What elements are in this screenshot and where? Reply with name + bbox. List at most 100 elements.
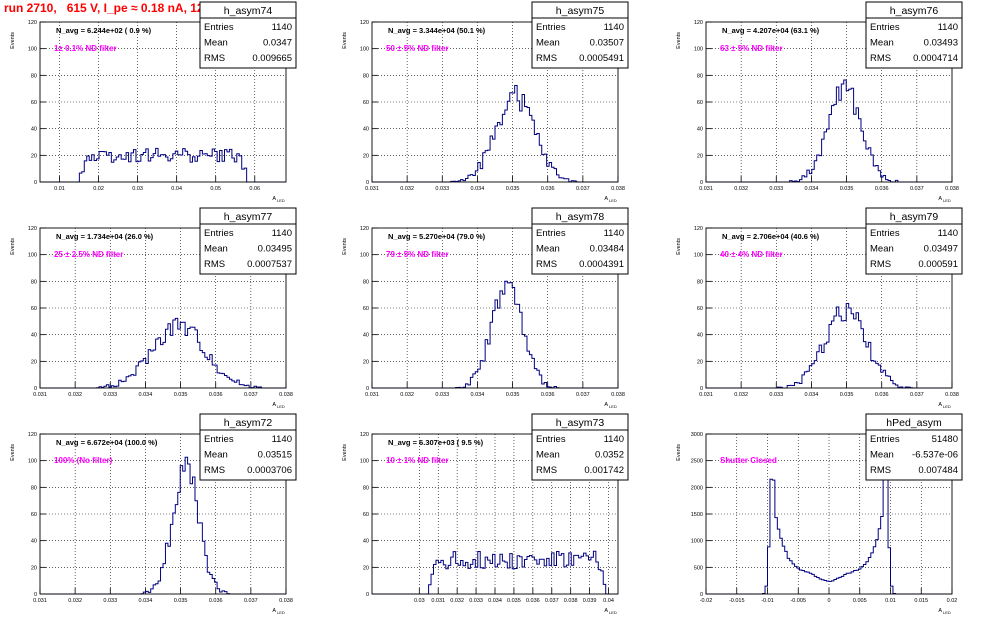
x-axis-label: A: [272, 608, 276, 614]
y-tick-label: 20: [363, 565, 369, 571]
x-tick-label: 0.035: [506, 392, 520, 398]
stat-value: 1140: [604, 228, 624, 239]
y-axis-label: Events: [342, 444, 348, 461]
histogram-panel: 0 500 1000 1500 2000 2500 3000 -0.02 -0.015 -0.01…: [676, 413, 963, 615]
x-tick-label: 0.03: [414, 598, 425, 604]
x-tick-label: 0.037: [244, 598, 258, 604]
stat-value: 0.0004714: [913, 53, 958, 64]
x-tick-label: 0.035: [507, 598, 521, 604]
stat-value: 1140: [938, 228, 958, 239]
x-tick-label: 0.036: [209, 598, 223, 604]
x-tick-label: 0.031: [431, 598, 445, 604]
x-tick-label: 0.039: [583, 598, 597, 604]
x-tick-label: 0.031: [365, 186, 379, 192]
x-tick-label: 0.031: [365, 392, 379, 398]
histogram-line: [706, 79, 952, 183]
y-tick-label: 80: [31, 73, 37, 79]
x-tick-label: -0.01: [761, 598, 774, 604]
x-tick-label: 0.032: [734, 186, 748, 192]
stat-value: 0.0352: [595, 450, 624, 461]
x-axis-label: A: [272, 196, 276, 202]
x-tick-label: 0.037: [910, 392, 924, 398]
y-tick-label: 80: [363, 485, 369, 491]
x-axis-subscript: LED: [609, 198, 617, 203]
histogram-line: [372, 84, 618, 183]
x-axis-label: A: [604, 608, 608, 614]
y-axis-label: Events: [342, 32, 348, 49]
y-tick-label: 120: [28, 432, 37, 438]
x-tick-label: 0.032: [68, 598, 82, 604]
stat-label: Mean: [536, 450, 560, 461]
y-tick-label: 0: [700, 592, 703, 598]
navg-label: N_avg = 1.734e+04 (26.0 %): [56, 232, 154, 241]
y-tick-label: 60: [31, 100, 37, 106]
histogram-name: h_asym73: [556, 417, 605, 429]
x-tick-label: 0.033: [103, 598, 117, 604]
x-tick-label: 0.038: [279, 598, 293, 604]
x-axis-label: A: [604, 402, 608, 408]
x-axis-subscript: LED: [277, 198, 285, 203]
y-tick-label: 0: [34, 386, 37, 392]
y-tick-label: 100: [360, 459, 369, 465]
y-tick-label: 60: [363, 306, 369, 312]
x-tick-label: 0.033: [469, 598, 483, 604]
x-tick-label: 0.036: [209, 392, 223, 398]
y-tick-label: 0: [34, 592, 37, 598]
x-tick-label: 0.037: [910, 186, 924, 192]
y-tick-label: 60: [363, 512, 369, 518]
x-tick-label: 0.005: [853, 598, 867, 604]
y-tick-label: 20: [363, 153, 369, 159]
x-tick-label: 0.038: [611, 392, 625, 398]
stat-value: 1140: [938, 22, 958, 33]
x-tick-label: 0.01: [54, 186, 65, 192]
y-tick-label: 60: [31, 512, 37, 518]
histogram-panel: 0 20 40 60 80 100 120 0.031 0.032 0.033 0.034 0.035…: [342, 1, 629, 203]
stat-value: 51480: [932, 434, 958, 445]
x-axis-label: A: [938, 196, 942, 202]
stat-value: 1140: [272, 434, 292, 445]
y-tick-label: 100: [28, 47, 37, 53]
y-tick-label: 40: [31, 127, 37, 133]
x-tick-label: 0.036: [875, 186, 889, 192]
x-tick-label: 0.033: [435, 186, 449, 192]
y-tick-label: 60: [31, 306, 37, 312]
navg-label: N_avg = 3.344e+04 (50.1 %): [388, 26, 486, 35]
x-tick-label: 0.031: [33, 392, 47, 398]
histogram-line: [706, 475, 952, 595]
stat-label: Mean: [870, 450, 894, 461]
x-tick-label: 0.032: [400, 392, 414, 398]
x-tick-label: 0.02: [947, 598, 958, 604]
y-tick-label: 20: [363, 359, 369, 365]
stats-box: [865, 207, 963, 275]
x-tick-label: 0.034: [805, 392, 819, 398]
plot-frame: [371, 227, 619, 389]
stat-label: Entries: [536, 228, 566, 239]
x-tick-label: 0.015: [914, 598, 928, 604]
y-tick-label: 100: [694, 47, 703, 53]
plot-frame: [705, 21, 953, 183]
y-tick-label: 0: [700, 386, 703, 392]
x-axis-label: A: [938, 402, 942, 408]
histogram-name: h_asym75: [556, 5, 605, 17]
stat-label: Entries: [204, 228, 234, 239]
x-tick-label: 0.032: [400, 186, 414, 192]
x-tick-label: 0.036: [526, 598, 540, 604]
y-tick-label: 120: [360, 432, 369, 438]
filter-label: 50 ± 5% ND filter: [386, 44, 449, 53]
x-tick-label: 0.038: [279, 392, 293, 398]
y-tick-label: 100: [694, 253, 703, 259]
x-tick-label: 0.035: [840, 392, 854, 398]
histogram-panel: 0 20 40 60 80 100 120 0.031 0.032 0.033 0.034 0.035…: [342, 207, 629, 409]
stat-label: Mean: [870, 244, 894, 255]
stat-label: RMS: [536, 53, 557, 64]
x-tick-label: 0.037: [576, 392, 590, 398]
histogram-name: h_asym74: [224, 5, 273, 17]
stat-label: RMS: [870, 259, 891, 270]
y-tick-label: 120: [360, 20, 369, 26]
y-tick-label: 120: [360, 226, 369, 232]
x-tick-label: 0.034: [488, 598, 502, 604]
y-tick-label: 60: [697, 100, 703, 106]
histogram-panel: 0 20 40 60 80 100 120 0.031 0.032 0.033 0.034 0.035…: [10, 413, 297, 615]
stat-label: RMS: [204, 465, 225, 476]
